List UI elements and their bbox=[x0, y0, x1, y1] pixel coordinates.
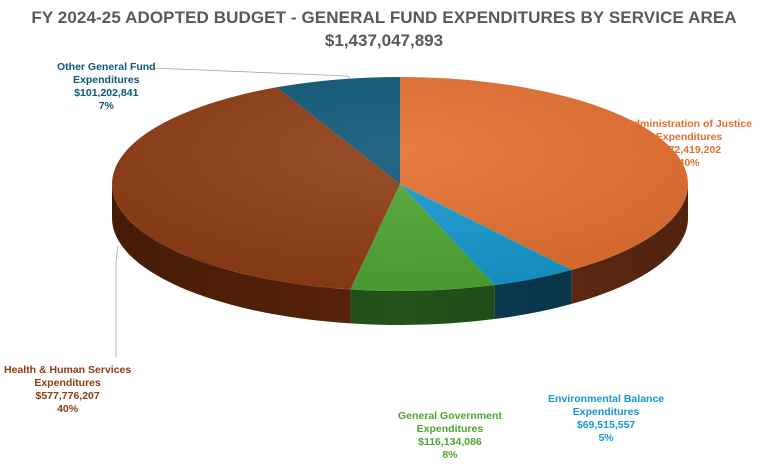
label-admin-name: Administration of Justice bbox=[626, 118, 753, 130]
leader-line-hhs bbox=[115, 245, 119, 358]
label-env-name: Environmental Balance bbox=[548, 393, 665, 405]
data-label-admin: Administration of Justice Expenditures $… bbox=[626, 118, 752, 170]
label-hhs-name: Health & Human Services bbox=[4, 364, 132, 376]
pie-top-shading bbox=[112, 77, 688, 291]
label-hhs-line2: Expenditures bbox=[34, 377, 101, 389]
pie-side-walls bbox=[112, 184, 688, 325]
label-env-line2: Expenditures bbox=[572, 406, 640, 418]
pie-side-shading bbox=[112, 184, 688, 325]
label-other-name: Other General Fund bbox=[57, 61, 156, 73]
data-label-env: Environmental Balance Expenditures $69,5… bbox=[548, 393, 664, 445]
label-hhs-percent: 40% bbox=[57, 403, 79, 415]
data-label-other: Other General Fund Expenditures $101,202… bbox=[57, 61, 156, 113]
label-gen-line2: Expenditures bbox=[416, 423, 484, 435]
label-other-line2: Expenditures bbox=[73, 74, 140, 86]
leader-lines bbox=[115, 67, 351, 358]
label-other-amount: $101,202,841 bbox=[74, 87, 139, 99]
chart-subtitle-total: $1,437,047,893 bbox=[324, 31, 444, 50]
label-hhs-amount: $577,776,207 bbox=[35, 390, 100, 402]
label-other-percent: 7% bbox=[98, 100, 114, 112]
data-label-hhs: Health & Human Services Expenditures $57… bbox=[4, 364, 131, 416]
label-env-percent: 5% bbox=[598, 432, 614, 444]
label-env-amount: $69,515,557 bbox=[576, 419, 636, 431]
label-admin-line2: Expenditures bbox=[655, 131, 723, 143]
data-label-gen: General Government Expenditures $116,134… bbox=[398, 410, 502, 462]
leader-line-other bbox=[151, 67, 351, 81]
chart-title: FY 2024-25 ADOPTED BUDGET - GENERAL FUND… bbox=[31, 8, 737, 27]
label-gen-percent: 8% bbox=[442, 449, 458, 461]
pie-top-faces bbox=[112, 77, 689, 291]
label-admin-percent: 40% bbox=[678, 157, 700, 169]
label-gen-name: General Government bbox=[398, 410, 502, 422]
label-gen-amount: $116,134,086 bbox=[418, 436, 482, 448]
label-admin-amount: $572,419,202 bbox=[656, 144, 722, 156]
